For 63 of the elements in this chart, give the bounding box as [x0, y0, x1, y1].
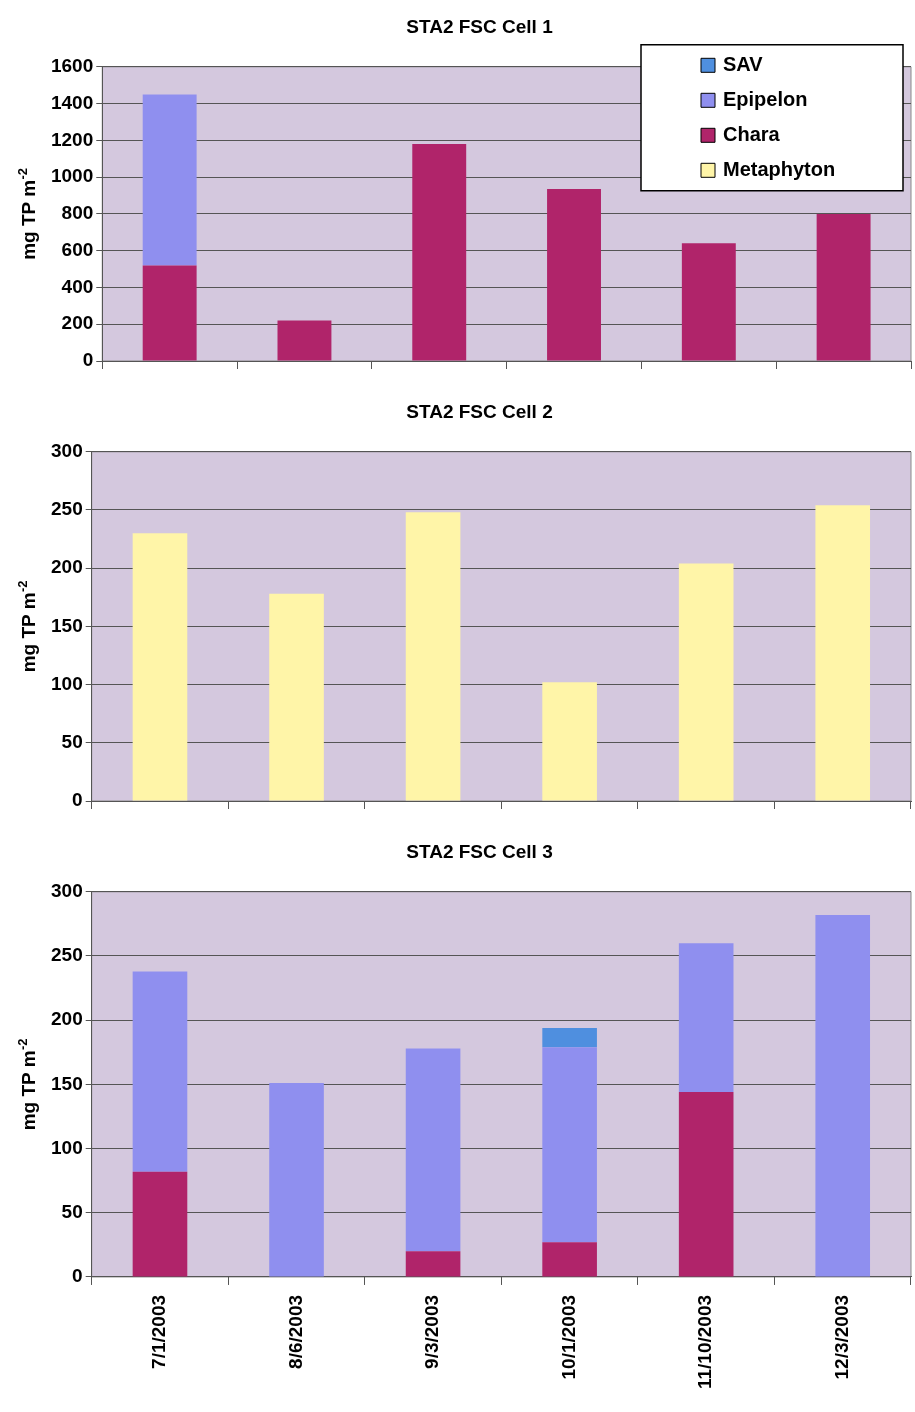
bar: [547, 189, 601, 361]
y-tick-label: 0: [72, 1265, 83, 1287]
bar: [405, 1048, 461, 1252]
legend-label: SAV: [723, 52, 764, 75]
bar: [269, 1083, 324, 1277]
bar: [132, 971, 188, 1172]
bar: [412, 144, 467, 361]
y-axis-title: mg TP m-2: [14, 1038, 40, 1131]
bar: [678, 1092, 734, 1277]
x-tick-label: 11/10/2003: [694, 1294, 716, 1389]
bar: [132, 1171, 188, 1277]
bar: [269, 593, 324, 801]
y-tick-label: 300: [51, 440, 83, 462]
y-tick-label: 250: [51, 944, 83, 966]
y-tick-label: 300: [51, 880, 83, 902]
bar: [132, 533, 188, 801]
bar: [816, 213, 871, 361]
y-tick-label: 800: [61, 202, 94, 224]
chart-title: STA2 FSC Cell 2: [406, 400, 553, 422]
y-tick-label: 1200: [50, 128, 94, 150]
x-tick-label: 9/3/2003: [421, 1294, 443, 1369]
y-tick-label: 250: [51, 498, 83, 520]
y-tick-label: 0: [72, 789, 83, 811]
legend-label: Chara: [723, 122, 781, 145]
y-tick-label: 600: [61, 238, 94, 260]
y-tick-label: 50: [61, 1201, 83, 1222]
y-tick-label: 0: [82, 349, 94, 371]
legend-label: Epipelon: [723, 87, 808, 110]
y-tick-label: 1600: [50, 55, 94, 77]
y-axis-title: mg TP m-2: [14, 580, 40, 673]
bar: [681, 243, 736, 361]
y-tick-label: 1000: [50, 165, 94, 187]
bar: [815, 914, 871, 1277]
bar: [542, 1027, 597, 1048]
bar: [678, 943, 734, 1093]
bar: [405, 1251, 461, 1277]
chart-title: STA2 FSC Cell 3: [406, 840, 553, 862]
bar: [542, 682, 597, 801]
y-tick-label: 50: [61, 731, 83, 753]
bar: [277, 320, 332, 361]
y-tick-label: 1400: [50, 91, 94, 113]
bar: [542, 1242, 597, 1277]
y-tick-label: 100: [51, 672, 83, 694]
bar: [815, 505, 871, 801]
bar: [142, 94, 197, 266]
y-tick-label: 200: [51, 1008, 83, 1030]
y-tick-label: 400: [61, 275, 94, 297]
x-tick-label: 12/3/2003: [830, 1294, 852, 1380]
bar: [542, 1047, 597, 1243]
x-tick-label: 7/1/2003: [148, 1294, 170, 1369]
bar: [405, 512, 461, 801]
chart-title: STA2 FSC Cell 1: [406, 15, 554, 37]
y-tick-label: 100: [51, 1136, 83, 1158]
y-tick-label: 150: [51, 614, 83, 636]
x-tick-label: 10/1/2003: [557, 1294, 579, 1380]
legend-label: Metaphyton: [723, 157, 836, 180]
bar: [142, 265, 197, 361]
x-tick-label: 8/6/2003: [284, 1294, 306, 1369]
y-tick-label: 200: [51, 556, 83, 578]
bar: [678, 563, 734, 801]
y-axis-title: mg TP m-2: [14, 168, 40, 260]
y-tick-label: 150: [51, 1072, 83, 1094]
y-tick-label: 200: [61, 312, 94, 334]
